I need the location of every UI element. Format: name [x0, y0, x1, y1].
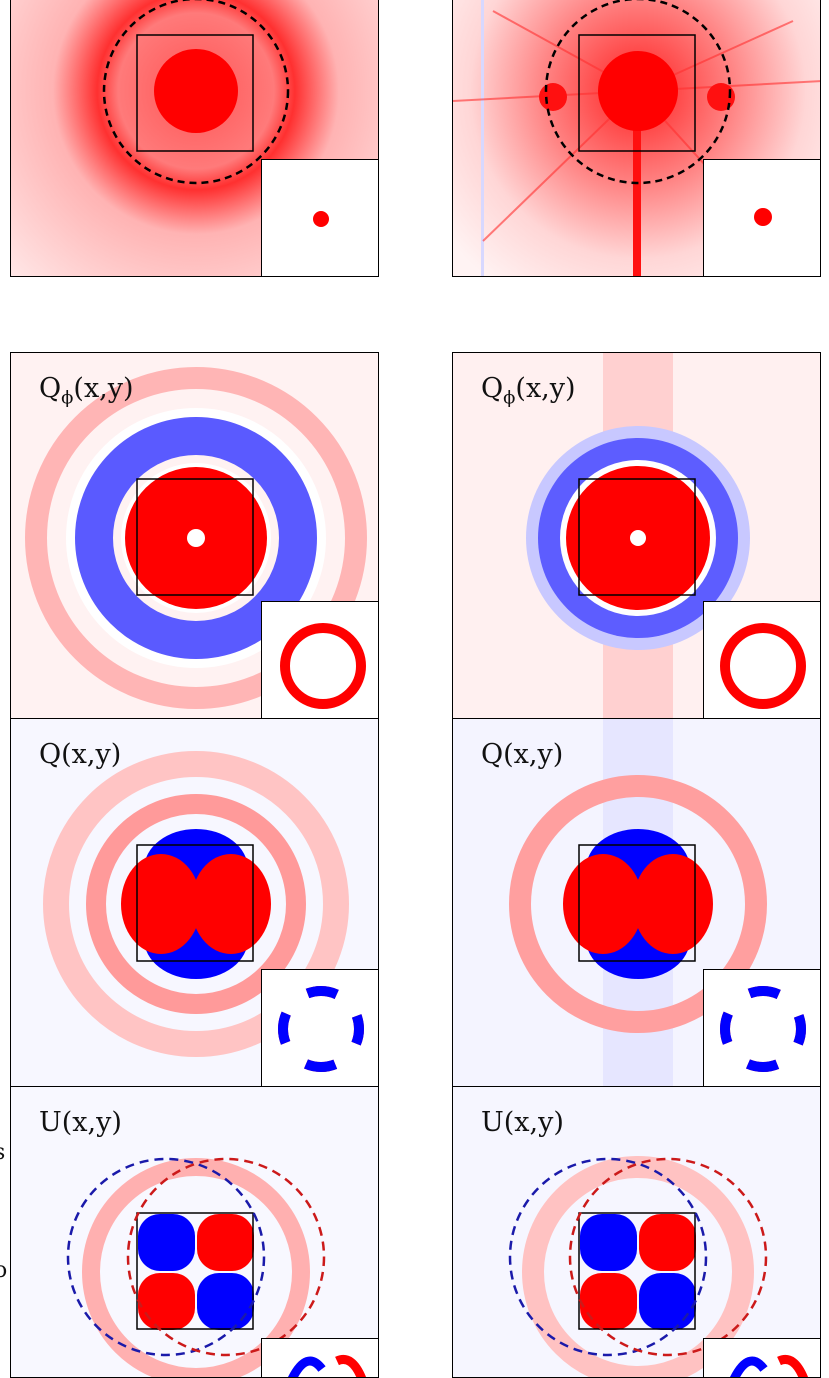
- axis-label-fragment: o: [0, 1258, 8, 1283]
- panel-qphi-model: Qϕ(x,y): [10, 352, 379, 719]
- inset-panel: [261, 601, 378, 718]
- axis-label-fragment: s: [0, 1140, 5, 1165]
- inset-panel: [703, 601, 820, 718]
- u-map: [11, 1087, 378, 1377]
- panel-stokes-i-observed: [452, 0, 821, 277]
- panel-stokes-i-model: [10, 0, 379, 277]
- panel-u-model: U(x,y): [10, 1086, 379, 1378]
- panel-label: U(x,y): [481, 1107, 564, 1138]
- inset-panel: [703, 969, 820, 1086]
- panel-label: U(x,y): [39, 1107, 122, 1138]
- panel-label: Q(x,y): [39, 739, 122, 770]
- panel-q-model: Q(x,y): [10, 718, 379, 1087]
- panel-q-observed: Q(x,y): [452, 718, 821, 1087]
- panel-qphi-observed: Qϕ(x,y): [452, 352, 821, 719]
- q-map: [11, 719, 378, 1086]
- panel-u-observed: U(x,y): [452, 1086, 821, 1378]
- panel-label: Qϕ(x,y): [481, 373, 576, 409]
- panel-label: Qϕ(x,y): [39, 373, 134, 409]
- q-map: [453, 719, 820, 1086]
- panel-label: Q(x,y): [481, 739, 564, 770]
- inset-panel: [703, 159, 820, 276]
- u-map: [453, 1087, 820, 1377]
- inset-panel: [703, 1338, 820, 1377]
- inset-panel: [261, 969, 378, 1086]
- intensity-map: [11, 0, 378, 276]
- inset-panel: [261, 1338, 378, 1377]
- inset-panel: [261, 159, 378, 276]
